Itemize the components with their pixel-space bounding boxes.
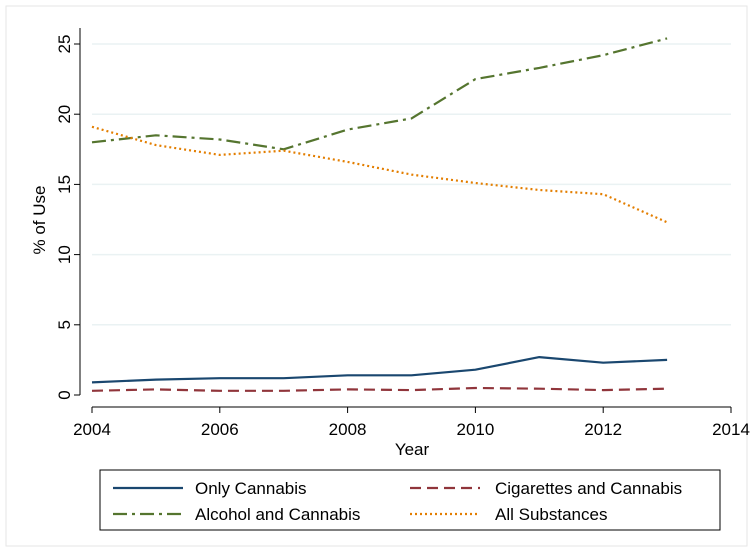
legend: Only Cannabis Cigarettes and Cannabis Alco… [99, 469, 721, 531]
legend-items: Only Cannabis Cigarettes and Cannabis Alco… [113, 479, 682, 524]
gridlines [92, 43, 731, 326]
x-tick-label: 2006 [201, 420, 239, 439]
legend-label: Alcohol and Cannabis [195, 505, 360, 524]
chart-frame [5, 5, 748, 547]
legend-label: Cigarettes and Cannabis [495, 479, 682, 498]
y-axis-title: % of Use [30, 186, 49, 255]
x-axis-title: Year [395, 440, 430, 459]
y-tick-label: 25 [55, 35, 74, 54]
y-tick-label: 20 [55, 105, 74, 124]
y-tick-label: 5 [55, 320, 74, 329]
legend-label: Only Cannabis [195, 479, 307, 498]
series-layer [91, 37, 668, 392]
x-tick-label: 2008 [329, 420, 367, 439]
y-tick-label: 0 [55, 390, 74, 399]
x-axis-ticks: 2004 2006 2008 2010 2012 2014 [73, 407, 750, 439]
x-tick-label: 2010 [456, 420, 494, 439]
y-tick-label: 10 [55, 245, 74, 264]
series-line [91, 386, 668, 392]
x-tick-label: 2012 [584, 420, 622, 439]
y-tick-label: 15 [55, 175, 74, 194]
axes [79, 28, 731, 408]
series-line [91, 37, 668, 151]
series-line [91, 356, 668, 384]
y-axis-ticks: 0 5 10 15 20 25 [55, 35, 80, 400]
x-tick-label: 2004 [73, 420, 111, 439]
x-tick-label: 2014 [712, 420, 750, 439]
legend-label: All Substances [495, 505, 607, 524]
series-line [91, 125, 668, 224]
legend-box [99, 469, 721, 531]
